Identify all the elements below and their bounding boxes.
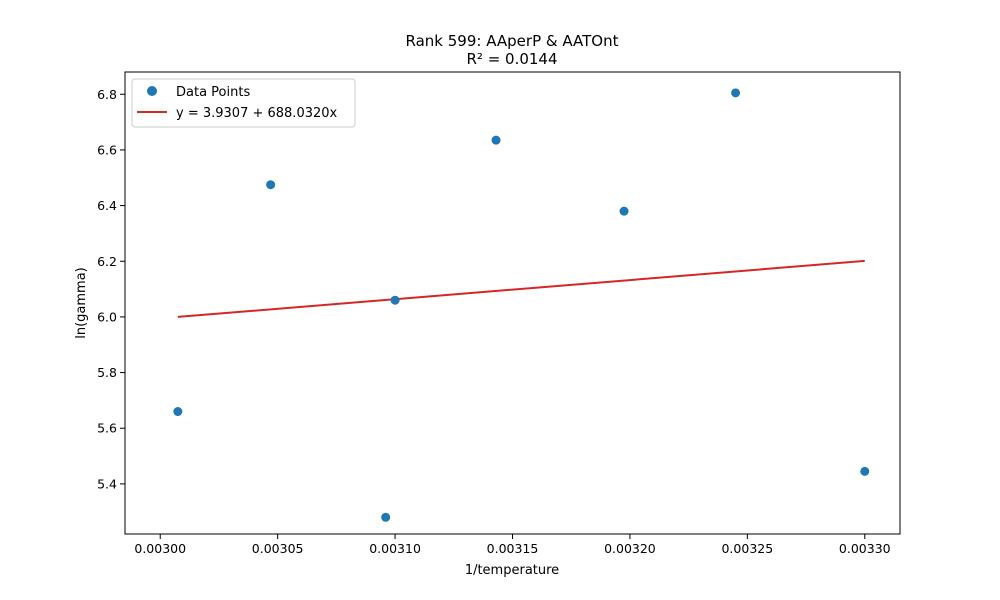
data-point xyxy=(731,88,741,98)
y-tick-label: 6.4 xyxy=(97,198,117,213)
y-tick-label: 5.4 xyxy=(97,476,117,491)
chart-subtitle: R² = 0.0144 xyxy=(466,50,557,68)
x-tick-label: 0.00320 xyxy=(604,541,656,556)
data-point xyxy=(860,466,870,476)
x-axis-label: 1/temperature xyxy=(465,563,559,578)
data-point xyxy=(491,135,501,145)
data-point xyxy=(390,295,400,305)
y-tick-label: 6.6 xyxy=(97,142,117,157)
x-tick-label: 0.00305 xyxy=(252,541,304,556)
legend-label-data-points: Data Points xyxy=(176,85,250,100)
data-points-group xyxy=(173,88,870,522)
y-tick-label: 5.8 xyxy=(97,365,117,380)
x-tick-label: 0.00325 xyxy=(721,541,773,556)
x-tick-label: 0.00330 xyxy=(839,541,891,556)
legend: Data Points y = 3.9307 + 688.0320x xyxy=(131,78,356,128)
data-point xyxy=(173,407,183,417)
y-tick-label: 6.8 xyxy=(97,87,117,102)
data-point xyxy=(381,512,391,522)
fit-line-group xyxy=(177,259,865,318)
y-tick-label: 6.2 xyxy=(97,254,117,269)
data-point xyxy=(619,206,629,216)
x-axis-ticks: 0.00300 0.00305 0.00310 0.00315 0.00320 0.003… xyxy=(134,534,891,556)
legend-marker-data-points xyxy=(147,86,157,96)
plot-area-frame xyxy=(124,71,901,535)
chart-title: Rank 599: AAperP & AATOnt xyxy=(406,32,619,50)
x-tick-label: 0.00300 xyxy=(134,541,186,556)
legend-box xyxy=(131,78,356,128)
y-axis-ticks: 5.4 5.6 5.8 6.0 6.2 6.4 6.6 6.8 xyxy=(97,87,125,491)
data-point xyxy=(266,180,276,190)
legend-label-fit-line: y = 3.9307 + 688.0320x xyxy=(176,106,338,121)
y-axis-label: ln(gamma) xyxy=(74,267,89,339)
y-tick-label: 6.0 xyxy=(97,309,117,324)
x-tick-label: 0.00315 xyxy=(487,541,539,556)
fit-line xyxy=(177,259,865,318)
x-tick-label: 0.00310 xyxy=(369,541,421,556)
y-tick-label: 5.6 xyxy=(97,421,117,436)
